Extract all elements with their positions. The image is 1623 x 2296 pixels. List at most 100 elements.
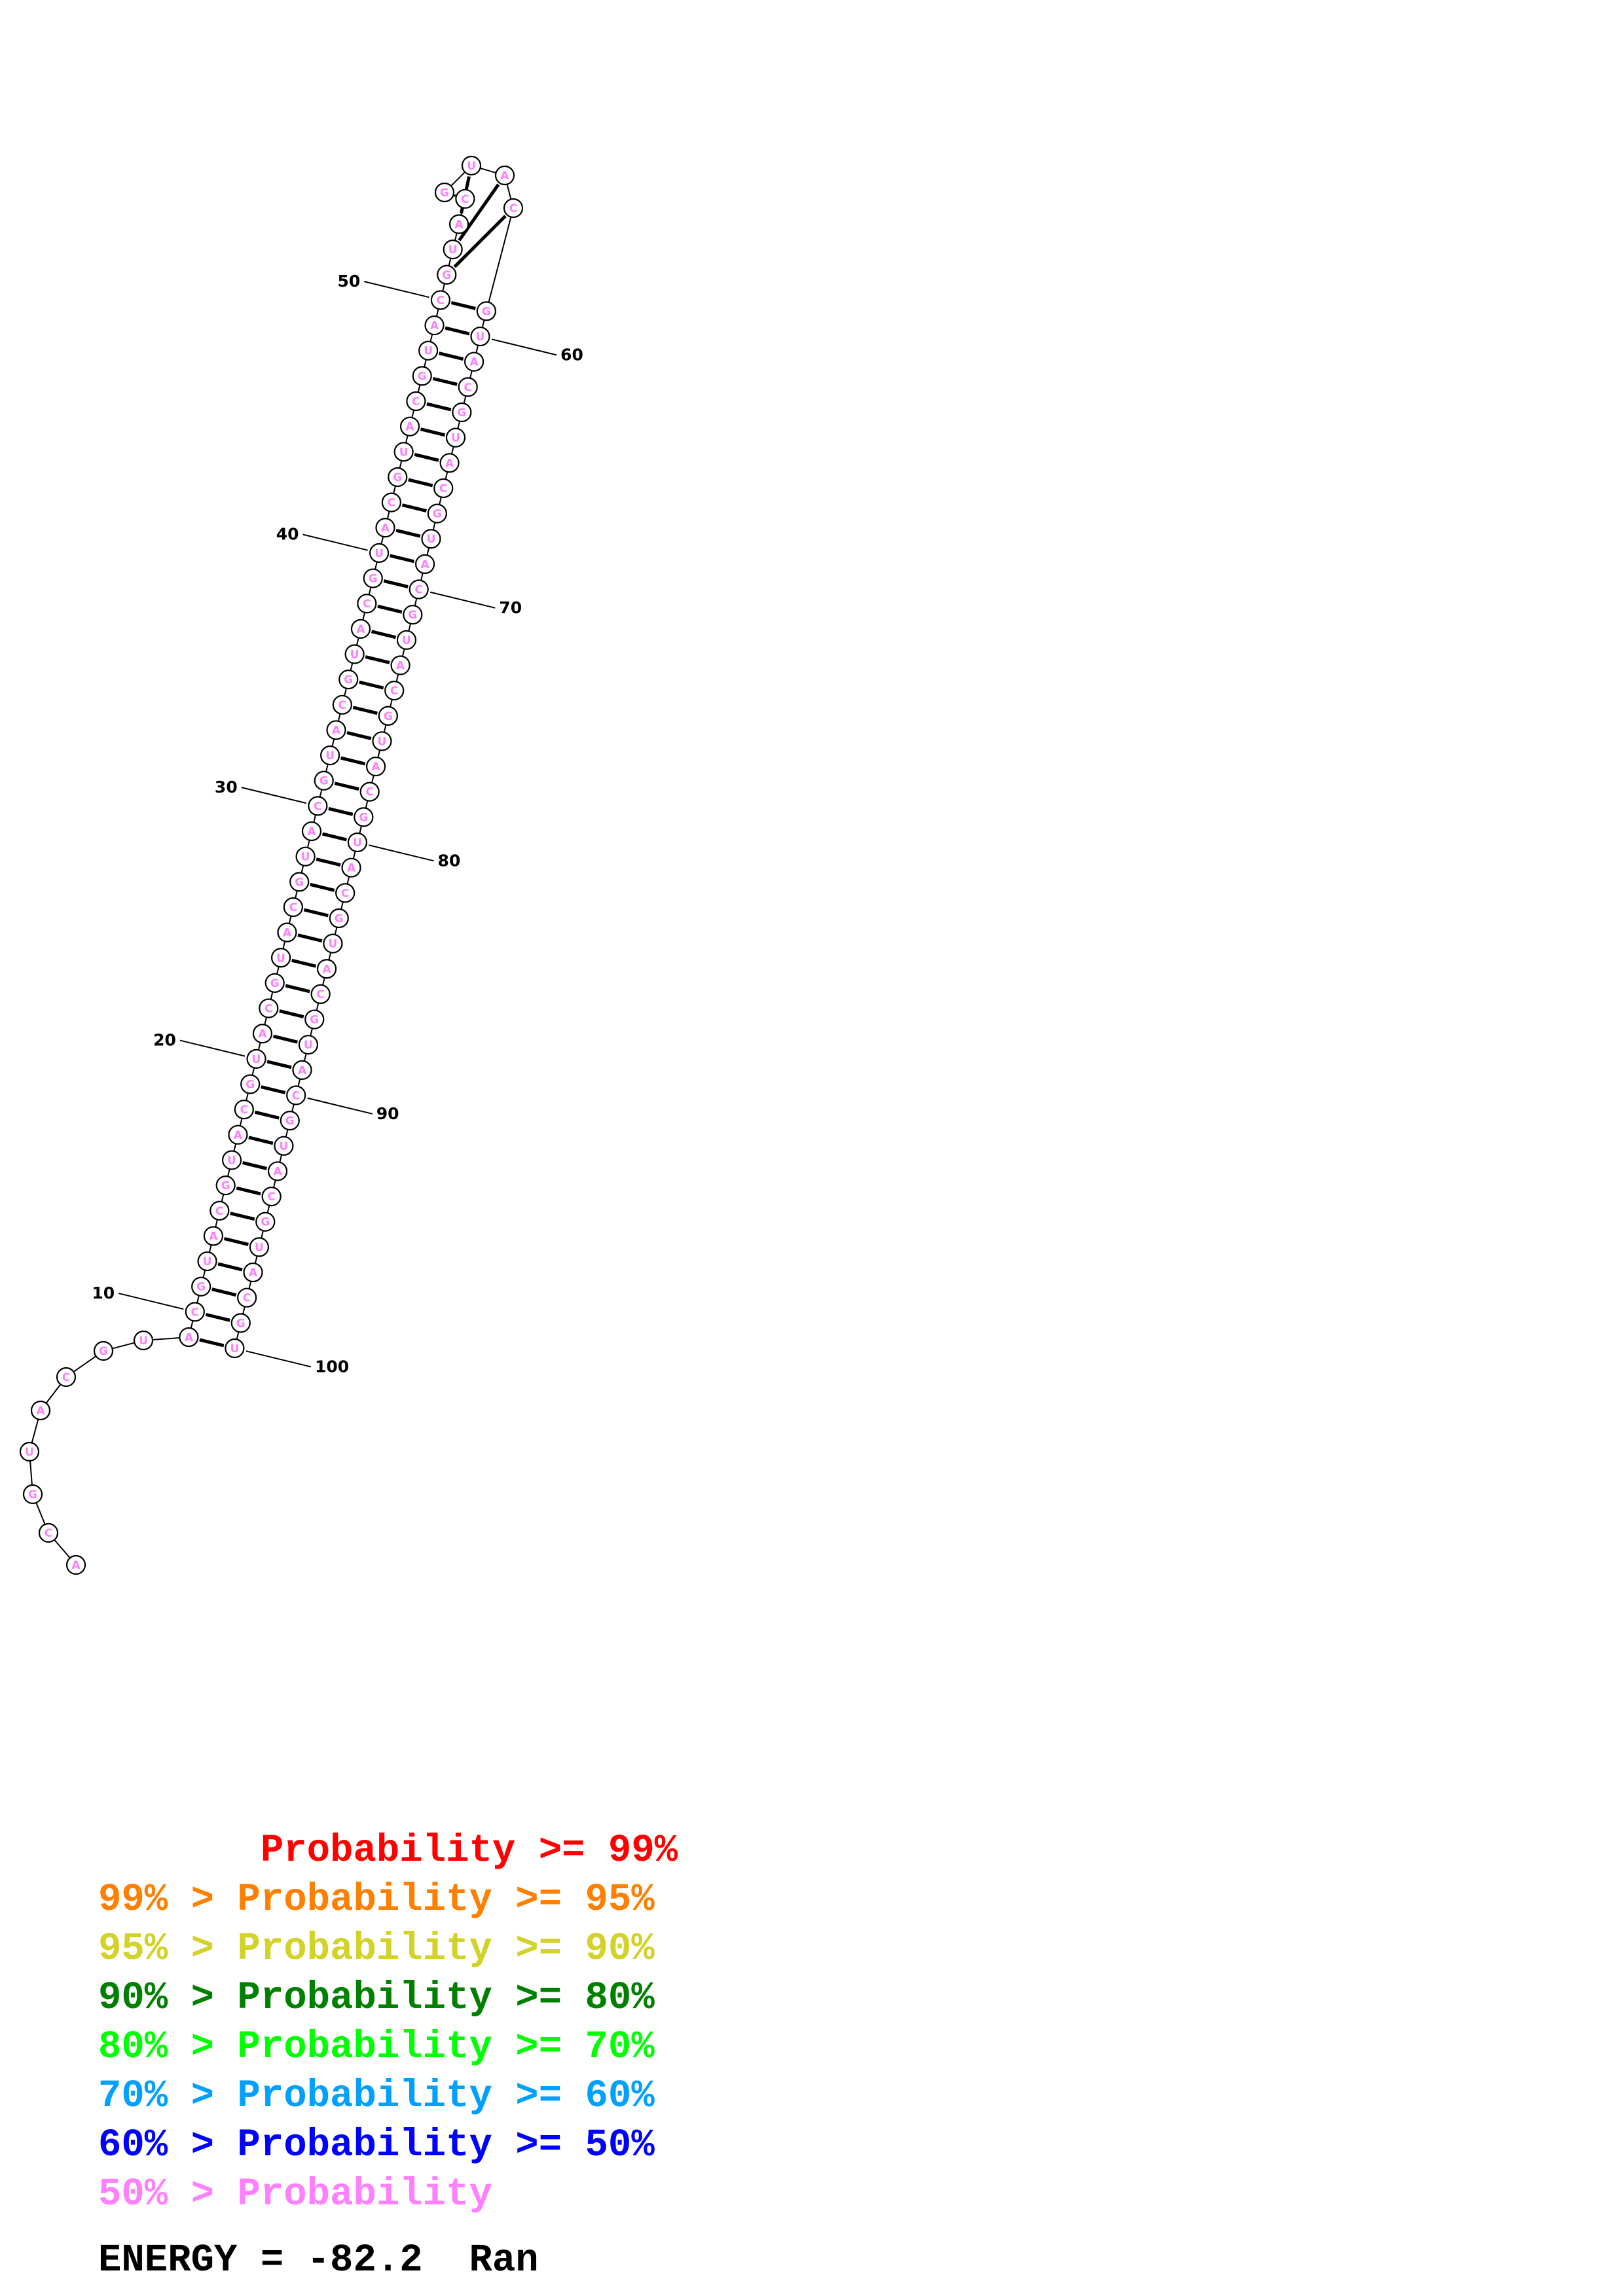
nucleotide-89: A (292, 1060, 312, 1080)
tick-label-30: 30 (215, 778, 238, 797)
nucleotide-circle (332, 694, 352, 715)
nucleotide-57: A (494, 165, 515, 186)
nucleotide-2: C (38, 1522, 59, 1543)
nucleotide-letter: U (350, 649, 359, 662)
base-pair-bond (395, 528, 421, 538)
nucleotide-letter: G (221, 1179, 230, 1193)
backbone-segment (424, 359, 427, 367)
nucleotide-95: G (255, 1211, 276, 1232)
nucleotide-94: C (261, 1186, 282, 1207)
base-pair-bond (223, 1236, 249, 1246)
nucleotide-letter: U (139, 1335, 148, 1348)
nucleotide-32: U (320, 745, 340, 766)
nucleotide-circle (338, 670, 359, 690)
nucleotide-48: U (418, 340, 439, 361)
base-pair-bond (334, 781, 359, 791)
backbone-segment (279, 1155, 283, 1163)
base-pair-bond (401, 503, 427, 513)
nucleotide-61: A (464, 351, 484, 372)
nucleotide-circle (433, 478, 454, 499)
backbone-segment (365, 800, 369, 809)
nucleotide-letter: U (280, 1140, 289, 1153)
nucleotide-letter: A (356, 623, 365, 636)
nucleotide-letter: U (451, 432, 460, 445)
nucleotide-letter: G (285, 1115, 295, 1128)
nucleotide-circle (344, 644, 365, 664)
backbone-segment (506, 184, 512, 200)
nucleotide-62: C (458, 377, 478, 397)
base-pair-bond (377, 604, 403, 614)
nucleotide-42: C (381, 492, 401, 512)
nucleotide-letter: A (185, 1331, 194, 1344)
backbone-segment (322, 977, 325, 986)
backbone-segment (334, 927, 338, 935)
nucleotide-52: U (443, 240, 463, 260)
backbone-segment (257, 1042, 261, 1050)
nucleotide-31: G (314, 770, 334, 791)
nucleotide-63: G (452, 402, 472, 423)
nucleotide-letter: A (421, 558, 430, 571)
nucleotide-letter: G (482, 305, 491, 318)
base-pair-bond (414, 452, 439, 462)
base-pair-bond (254, 1110, 280, 1120)
nucleotide-93: A (267, 1161, 288, 1181)
nucleotide-letter: A (381, 522, 390, 535)
nucleotide-letter: C (264, 1003, 272, 1016)
backbone-segment (399, 460, 403, 469)
nucleotide-circle (406, 391, 426, 412)
nucleotide-circle (228, 1124, 248, 1145)
nucleotide-circle (357, 594, 377, 614)
nucleotide-circle (259, 998, 279, 1018)
nucleotide-92: U (274, 1136, 294, 1156)
base-pair-bond (242, 1161, 268, 1170)
backbone-segment (359, 825, 362, 834)
base-pair-bond (199, 1338, 225, 1348)
backbone-segment (264, 1016, 267, 1025)
nucleotide-circle (452, 402, 472, 423)
nucleotide-letter: G (418, 370, 427, 383)
backbone-segment (417, 384, 421, 393)
energy-label: ENERGY = -82.2 Ran (98, 2238, 539, 2282)
nucleotide-81: A (341, 857, 361, 878)
nucleotide-98: C (237, 1287, 257, 1308)
nucleotide-7: G (93, 1340, 114, 1361)
backbone-segment (272, 1179, 276, 1188)
base-pair-bond (340, 756, 366, 766)
nucleotide-circle (476, 301, 496, 321)
nucleotide-circle (289, 872, 310, 892)
nucleotide-letter: G (369, 573, 378, 586)
nucleotide-circle (240, 1074, 261, 1094)
nucleotide-letter: A (500, 170, 509, 183)
nucleotide-circle (310, 984, 331, 1005)
base-pair-bond (285, 984, 310, 994)
legend-row-95: 99% > Probability >= 95% (98, 1878, 655, 1922)
nucleotide-letter: G (261, 1216, 270, 1229)
base-pair-bond (266, 1060, 292, 1069)
backbone-segment (395, 673, 399, 682)
nucleotide-letter: G (440, 187, 449, 200)
nucleotide-letter: C (412, 395, 420, 408)
nucleotide-letter: C (464, 381, 471, 394)
nucleotide-circle (326, 720, 346, 740)
nucleotide-15: G (215, 1175, 236, 1196)
nucleotide-circle (274, 1136, 294, 1156)
nucleotide-letter: C (437, 294, 445, 307)
backbone-segment (248, 1281, 252, 1289)
backbone-segment (383, 725, 387, 733)
nucleotide-letter: C (215, 1205, 223, 1218)
base-pair-bond (439, 351, 464, 361)
nucleotide-letter: G (433, 508, 442, 521)
nucleotide-letter: C (341, 887, 349, 900)
nucleotide-circle (384, 681, 405, 701)
nucleotide-letter: C (240, 1103, 248, 1117)
backbone-segment (310, 1028, 313, 1036)
nucleotide-4: U (19, 1441, 40, 1462)
tick-line-60 (491, 338, 557, 356)
nucleotide-circle (30, 1400, 51, 1421)
tick-label-100: 100 (315, 1357, 349, 1376)
nucleotide-60: U (470, 326, 490, 347)
nucleotide-letter: A (36, 1405, 45, 1418)
backbone-segment (457, 421, 461, 429)
backbone-segment (208, 1244, 212, 1253)
